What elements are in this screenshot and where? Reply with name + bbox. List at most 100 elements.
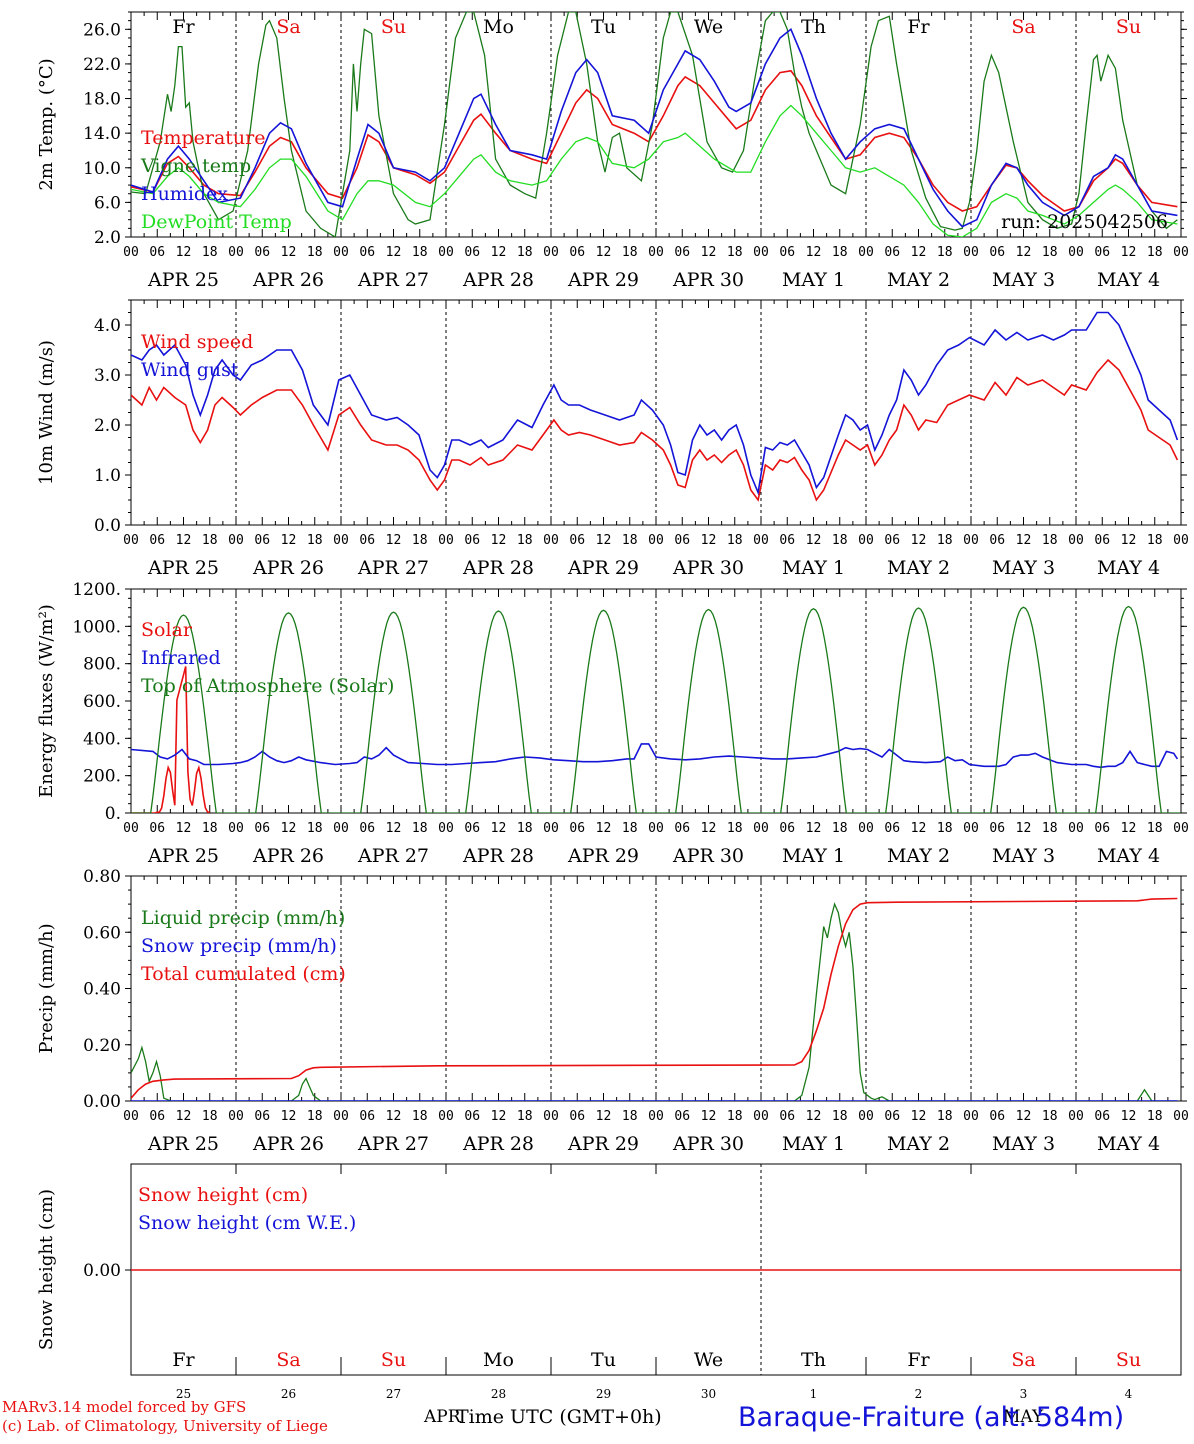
y-tick-label: 200. [83,767,121,787]
hour-label: 12 [281,245,297,260]
legend-entry: Vigne temp [140,155,251,177]
hour-label: 00 [753,1109,769,1124]
hour-label: 12 [281,821,297,836]
panel-1: 00 06 12 18 00 06 12 18 00 06 12 18 00 06 12 18 00 06 12 18… [36,11,1189,291]
hour-label: 06 [1094,1109,1110,1124]
hour-label: 06 [779,1109,795,1124]
date-label: APR 26 [252,269,324,291]
legend-entry: Solar [141,619,193,641]
hour-label: 00 [1173,533,1189,548]
hour-label: 00 [963,821,979,836]
y-tick-label: 18.0 [83,90,121,110]
dow-label: We [694,1349,723,1371]
hour-label: 18 [832,245,848,260]
hour-label: 12 [386,533,402,548]
date-label: MAY 4 [1097,1133,1160,1155]
legend-entry: Top of Atmosphere (Solar) [141,675,394,697]
hour-label: 00 [1068,1109,1084,1124]
hour-label: 18 [832,821,848,836]
date-label: APR 28 [462,557,534,579]
hour-label: 00 [543,1109,559,1124]
hour-label: 18 [937,533,953,548]
hour-label: 06 [464,1109,480,1124]
hour-label: 18 [727,533,743,548]
hour-label: 00 [858,245,874,260]
hour-label: 18 [202,245,218,260]
hour-label: 12 [596,1109,612,1124]
series-line-dewpoint-temp [131,104,1178,237]
day-number: 29 [596,1387,611,1401]
date-label: APR 27 [357,1133,429,1155]
hour-label: 12 [386,245,402,260]
hour-label: 06 [254,1109,270,1124]
date-label: APR 27 [357,845,429,867]
date-label: APR 26 [252,557,324,579]
hour-label: 06 [1094,821,1110,836]
y-tick-label: 4.0 [94,316,121,336]
y-tick-label: 800. [83,655,121,675]
date-label: MAY 1 [782,845,845,867]
y-axis-label: 2m Temp. (°C) [36,58,57,190]
dow-label: Sa [1011,16,1035,38]
hour-label: 00 [228,533,244,548]
date-label: MAY 2 [887,269,950,291]
hour-label: 18 [412,245,428,260]
hour-label: 12 [596,245,612,260]
hour-label: 00 [648,821,664,836]
dow-label: Tu [591,1349,616,1371]
y-tick-label: 3.0 [94,366,121,386]
hour-label: 12 [176,533,192,548]
series-group [131,12,1178,237]
hour-label: 00 [228,245,244,260]
date-label: APR 29 [567,269,639,291]
legend-entry: Wind speed [141,331,253,353]
hour-label: 00 [648,245,664,260]
y-tick-label: 10.0 [83,159,121,179]
date-label: MAY 3 [992,269,1055,291]
hour-label: 06 [884,245,900,260]
series-line-liquid-precip-mm-h [131,902,1178,1101]
date-label: MAY 2 [887,1133,950,1155]
hour-label: 00 [753,821,769,836]
panel-frame [130,299,1182,526]
date-label: MAY 4 [1097,269,1160,291]
y-tick-label: 0.0 [94,516,121,536]
y-tick-label: 1.0 [94,466,121,486]
hour-label: 00 [123,821,139,836]
hour-label: 00 [753,245,769,260]
hour-label: 12 [911,821,927,836]
hour-label: 12 [911,1109,927,1124]
hour-label: 18 [727,245,743,260]
y-tick-label: 0.20 [83,1036,121,1056]
hour-label: 12 [1016,533,1032,548]
hour-label: 06 [149,821,165,836]
y-tick-label: 6.0 [94,193,121,213]
y-axis-label: Precip (mm/h) [36,923,57,1053]
hour-label: 06 [989,245,1005,260]
hour-label: 18 [307,821,323,836]
hour-label: 00 [1068,821,1084,836]
hour-label: 18 [1147,821,1163,836]
y-tick-label: 0.80 [83,867,121,887]
hour-label: 18 [937,245,953,260]
hour-label: 18 [202,821,218,836]
panel-frame [130,588,1182,814]
dow-label: Tu [591,16,616,38]
date-label: APR 29 [567,845,639,867]
month-right: MAY [1003,1407,1044,1427]
hour-label: 12 [596,533,612,548]
hour-label: 06 [359,533,375,548]
credit-line: (c) Lab. of Climatology, University of L… [2,1417,328,1435]
hour-label: 06 [1094,533,1110,548]
hour-label: 00 [123,245,139,260]
hour-label: 00 [438,821,454,836]
date-label: APR 27 [357,269,429,291]
hour-label: 12 [176,1109,192,1124]
date-label: MAY 1 [782,557,845,579]
month-left: APR [424,1407,461,1427]
hour-label: 06 [989,821,1005,836]
series-line-humidex [131,28,1178,228]
hour-label: 12 [1121,245,1137,260]
day-number: 25 [176,1387,191,1401]
